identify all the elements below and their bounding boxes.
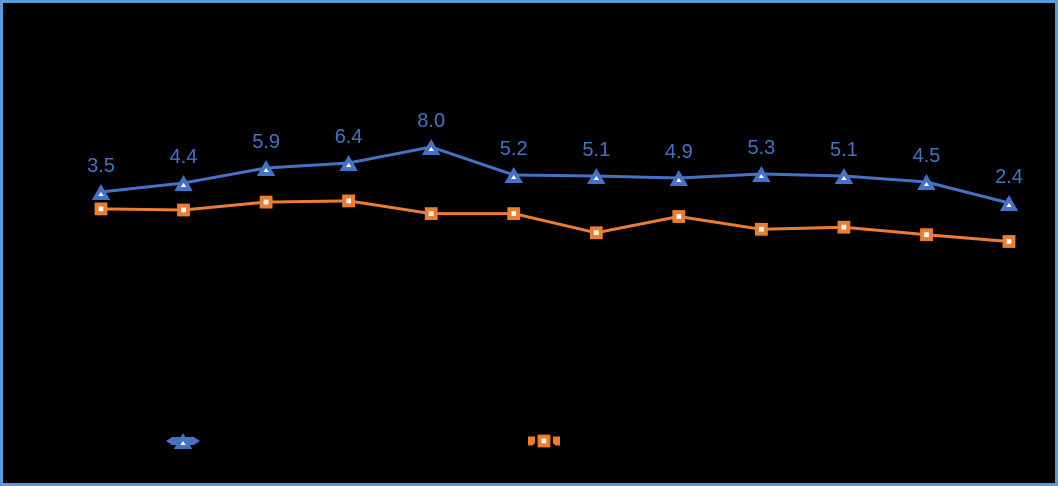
svg-text:4.5: 4.5: [913, 145, 941, 167]
svg-text:3.5: 3.5: [87, 155, 115, 177]
svg-text:2.4: 2.4: [995, 166, 1023, 188]
svg-text:5.1: 5.1: [582, 139, 610, 161]
svg-text:5.1: 5.1: [830, 139, 858, 161]
svg-text:6.4: 6.4: [335, 126, 363, 148]
svg-text:5.9: 5.9: [252, 131, 280, 153]
svg-text:5.3: 5.3: [747, 137, 775, 159]
svg-text:4.4: 4.4: [170, 146, 198, 168]
svg-text:5.2: 5.2: [500, 138, 528, 160]
svg-text:8.0: 8.0: [417, 110, 445, 132]
svg-text:4.9: 4.9: [665, 141, 693, 163]
